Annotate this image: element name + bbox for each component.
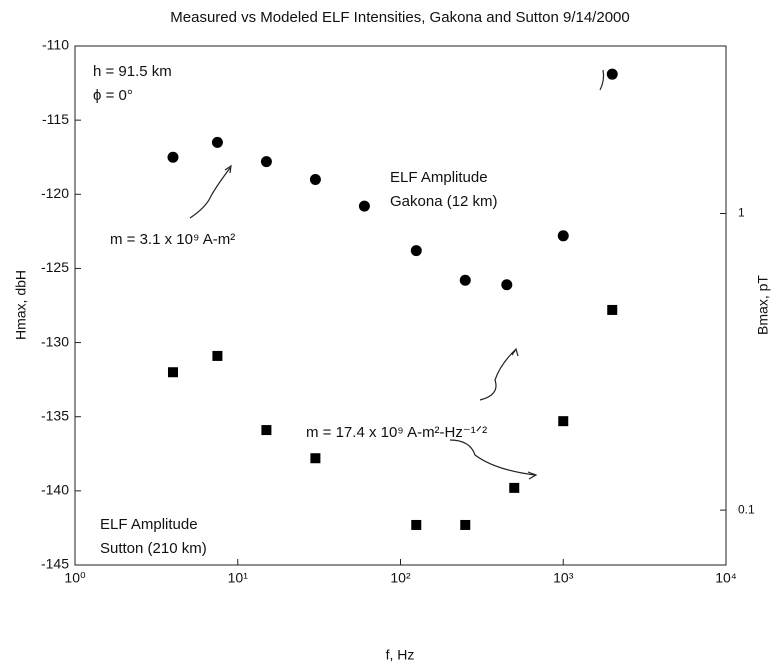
arrow bbox=[479, 349, 516, 401]
y-tick-label: -125 bbox=[41, 259, 69, 275]
circle-marker bbox=[211, 136, 223, 148]
chart-title: Measured vs Modeled ELF Intensities, Gak… bbox=[170, 9, 629, 26]
y2-axis-label: Bmax, pT bbox=[755, 275, 771, 335]
circle-marker bbox=[501, 279, 513, 291]
annotation: m = 3.1 x 10⁹ A-m² bbox=[110, 231, 235, 248]
annotation: ELF Amplitude bbox=[390, 169, 488, 186]
annotation: ELF Amplitude bbox=[100, 516, 198, 533]
square-marker bbox=[411, 519, 422, 530]
circle-marker bbox=[606, 68, 618, 80]
arrow bbox=[189, 167, 231, 219]
y-tick-label: -140 bbox=[41, 482, 69, 498]
arrow-head bbox=[527, 471, 538, 480]
square-marker bbox=[212, 350, 223, 361]
arrow-head bbox=[224, 164, 232, 174]
annotation-arrows bbox=[189, 69, 605, 480]
circle-marker bbox=[410, 245, 422, 257]
circle-marker bbox=[309, 173, 321, 185]
square-marker bbox=[607, 304, 618, 315]
square-marker bbox=[509, 482, 520, 493]
circle-marker bbox=[260, 156, 272, 168]
square-marker bbox=[558, 416, 569, 427]
y2-tick-label: 1 bbox=[738, 206, 745, 220]
annotation: h = 91.5 km bbox=[93, 63, 172, 80]
plot-frame bbox=[74, 45, 727, 566]
annotation: ϕ = 0° bbox=[93, 87, 133, 104]
annotation: m = 17.4 x 10⁹ A-m²-Hz⁻¹ᐟ² bbox=[306, 424, 487, 441]
arrow bbox=[449, 439, 536, 476]
y-tick-label: -115 bbox=[42, 111, 69, 127]
x-tick-label: 10¹ bbox=[228, 570, 249, 586]
square-marker bbox=[460, 519, 471, 530]
y-tick-label: -135 bbox=[41, 407, 69, 423]
square-marker bbox=[167, 367, 178, 378]
circle-marker bbox=[167, 151, 179, 163]
x-tick-label: 10⁰ bbox=[64, 570, 86, 586]
y-tick-label: -145 bbox=[41, 556, 69, 572]
y-axis-label: Hmax, dbH bbox=[13, 270, 29, 340]
y-tick-label: -120 bbox=[41, 185, 69, 201]
arrow bbox=[599, 69, 605, 91]
circle-marker bbox=[358, 200, 370, 212]
x-tick-label: 10⁴ bbox=[715, 570, 737, 586]
y-tick-label: -110 bbox=[42, 37, 69, 53]
y2-tick-label: 0.1 bbox=[738, 502, 755, 516]
x-axis-label: f, Hz bbox=[386, 647, 415, 663]
circle-marker bbox=[459, 274, 471, 286]
x-tick-label: 10² bbox=[390, 570, 411, 586]
annotation: Gakona (12 km) bbox=[390, 193, 498, 210]
arrow-head bbox=[511, 347, 519, 357]
circle-marker bbox=[557, 230, 569, 242]
y-tick-label: -130 bbox=[41, 333, 69, 349]
annotation: Sutton (210 km) bbox=[100, 540, 207, 557]
x-tick-label: 10³ bbox=[553, 570, 574, 586]
square-marker bbox=[310, 453, 321, 464]
square-marker bbox=[261, 425, 272, 436]
